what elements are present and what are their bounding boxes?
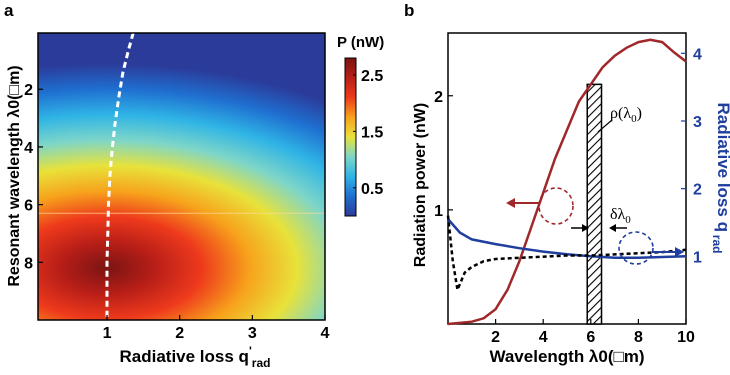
colorbar-tick-label: 1.5 [361,124,383,141]
line-left-ticks: 12 [434,89,453,220]
line-x-axis-label: Wavelength λ0(□m) [489,347,644,366]
y-tick-label: 8 [24,255,33,272]
x-tick-label: 6 [586,329,595,346]
right-tick-label: 4 [693,46,702,63]
y-tick-label: 4 [24,140,33,157]
x-tick-label: 2 [175,325,184,342]
heatmap-x-ticks: 1 2 3 4 [103,315,330,342]
band-label: δλ0 [610,206,631,226]
left-tick-label: 1 [434,203,443,220]
dashed-line [446,215,687,295]
line-right-axis-label: Radiative loss q'rad [710,103,730,254]
colorbar: P (nW) 0.5 1.5 2.5 [337,34,384,217]
loss-arrow-head [675,247,684,257]
colorbar-tick-label: 0.5 [361,181,383,198]
x-tick-label: 4 [321,325,330,342]
line-x-ticks: 2 4 6 8 10 [491,319,695,346]
hatched-band [586,83,603,325]
heatmap-field [38,33,325,320]
loss-circle-marker [618,231,654,265]
right-tick-label: 3 [693,114,702,131]
panel-label-b: b [404,1,414,20]
x-tick-label: 3 [248,325,257,342]
heatmap-y-axis-label: Resonant wavelength λ0(□m) [6,65,23,286]
heatmap-x-axis-label: Radiative loss q'rad [120,344,271,370]
band-arrow-right-head [609,224,616,232]
right-tick-label: 2 [693,182,702,199]
power-arrow-head [506,198,515,208]
colorbar-bar [344,57,357,217]
colorbar-ticks: 0.5 1.5 2.5 [353,68,383,198]
x-tick-label: 2 [491,329,500,346]
x-tick-label: 10 [677,329,695,346]
panel-label-a: a [4,1,14,20]
heatmap-panel: 1 2 3 4 2 4 6 8 Resonant wavelength λ0(□m) Rad… [6,32,330,370]
optimal-curve [105,33,135,320]
x-tick-label: 1 [103,325,112,342]
line-right-ticks: 1 2 3 4 [681,46,702,266]
colorbar-tick-label: 2.5 [361,68,383,85]
right-tick-label: 1 [693,249,702,266]
x-tick-label: 4 [539,329,548,346]
y-tick-label: 2 [24,82,33,99]
x-tick-label: 8 [634,329,643,346]
left-tick-label: 2 [434,89,443,106]
rho-label: ρ(λ0) [610,105,642,125]
power-circle-marker [538,187,574,225]
heatmap-frame [37,32,326,321]
radiative-loss-line [447,218,687,259]
radiation-power-line [447,38,687,326]
line-plot-frame [447,32,687,325]
band-arrow-left-head [582,224,589,232]
line-left-axis-label: Radiation power (nW) [412,103,429,267]
rho-pointer [597,119,613,133]
colorbar-title: P (nW) [337,34,384,51]
heatmap-y-ticks: 2 4 6 8 [24,82,43,272]
y-tick-label: 6 [24,198,33,215]
